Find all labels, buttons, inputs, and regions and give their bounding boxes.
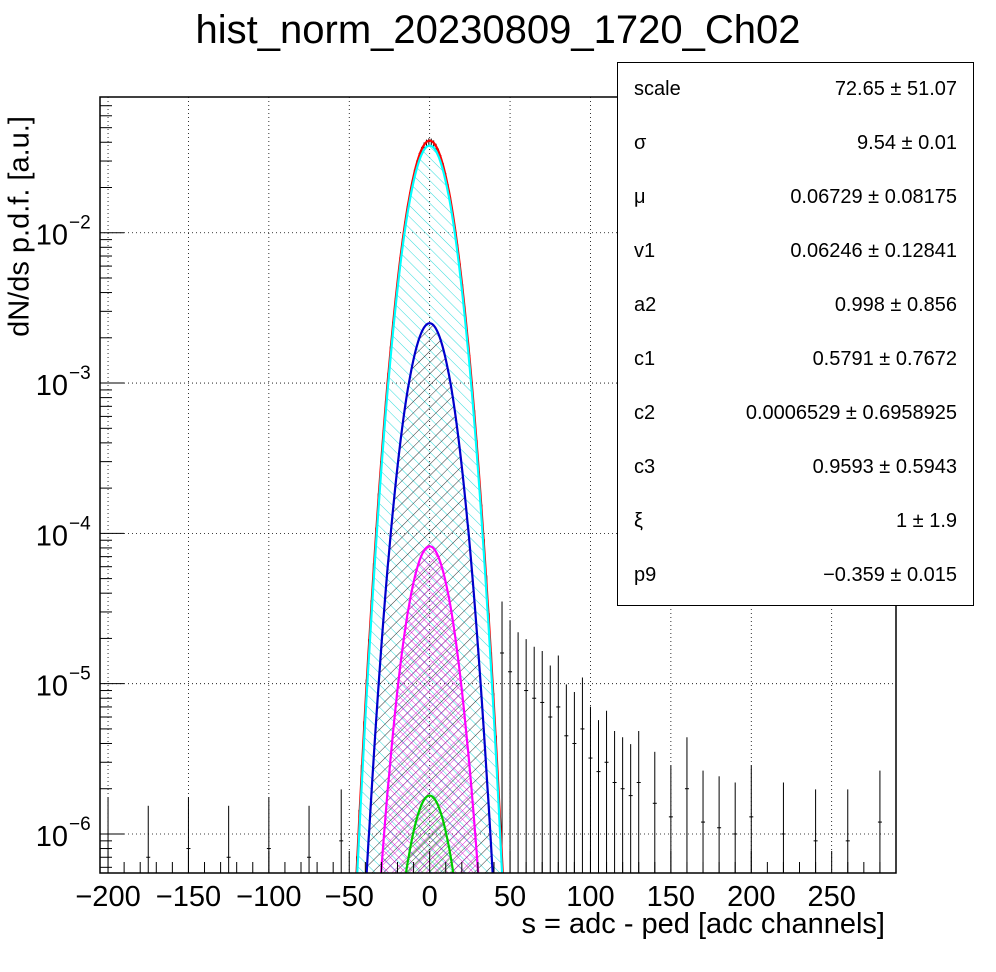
stat-row: c3 0.9593 ± 0.5943	[618, 441, 973, 495]
stat-value: 0.0006529 ± 0.6958925	[745, 402, 957, 424]
stat-value: 9.54 ± 0.01	[857, 132, 957, 154]
x-tick-label: 150	[647, 881, 695, 913]
series-curve-1	[356, 144, 504, 873]
stat-value: 72.65 ± 51.07	[834, 78, 957, 100]
stat-value: 0.5791 ± 0.7672	[812, 348, 957, 370]
stat-row: μ 0.06729 ± 0.08175	[618, 171, 973, 225]
stat-name: σ	[634, 132, 647, 154]
y-tick-label: 10	[36, 520, 68, 552]
stat-value: 0.06729 ± 0.08175	[790, 186, 957, 208]
stat-row: ξ 1 ± 1.9	[618, 495, 973, 549]
stat-row: c2 0.0006529 ± 0.6958925	[618, 387, 973, 441]
stat-value: 0.9593 ± 0.5943	[812, 456, 957, 478]
series-curve-3	[380, 545, 480, 873]
y-tick-label: 10	[36, 370, 68, 402]
stat-row: c1 0.5791 ± 0.7672	[618, 333, 973, 387]
series-fill-4	[405, 795, 454, 873]
series-curve-4	[404, 794, 455, 873]
stat-value: 0.998 ± 0.856	[834, 294, 957, 316]
y-tick-label: 10	[36, 821, 68, 853]
y-tick-exponent: −6	[69, 814, 91, 835]
x-tick-label: −100	[236, 881, 301, 913]
y-tick-exponent: −4	[69, 513, 91, 534]
x-tick-label: −50	[325, 881, 374, 913]
chart-title: hist_norm_20230809_1720_Ch02	[195, 8, 801, 52]
stat-value: 1 ± 1.9	[895, 510, 957, 532]
stat-row: σ 9.54 ± 0.01	[618, 117, 973, 171]
y-axis-label: dN/ds p.d.f. [a.u.]	[3, 116, 36, 337]
stat-name: scale	[634, 78, 681, 100]
x-tick-label: −200	[75, 881, 140, 913]
stat-row: p9 −0.359 ± 0.015	[618, 549, 973, 603]
x-tick-label: 100	[566, 881, 614, 913]
stat-name: ξ	[634, 510, 643, 532]
stat-value: −0.359 ± 0.015	[823, 564, 957, 586]
x-tick-label: −150	[156, 881, 221, 913]
stat-name: v1	[634, 240, 656, 262]
x-axis-label: s = adc - ped [adc channels]	[521, 908, 885, 940]
y-tick-label: 10	[36, 671, 68, 703]
stat-name: a2	[634, 294, 657, 316]
series-curve-2	[365, 322, 494, 873]
y-tick-exponent: −5	[69, 664, 91, 685]
x-tick-label: 50	[494, 881, 526, 913]
fit-statistics-box: scale 72.65 ± 51.07 σ 9.54 ± 0.01 μ 0.06729 ±…	[617, 62, 974, 606]
stat-row: v1 0.06246 ± 0.12841	[618, 225, 973, 279]
stat-name: c2	[634, 402, 656, 424]
stat-name: p9	[634, 564, 657, 586]
stat-value: 0.06246 ± 0.12841	[790, 240, 957, 262]
x-tick-label: 250	[807, 881, 855, 913]
stat-name: μ	[634, 186, 646, 208]
stat-name: c3	[634, 456, 656, 478]
y-tick-exponent: −3	[69, 363, 91, 384]
stat-name: c1	[634, 348, 656, 370]
stat-row: a2 0.998 ± 0.856	[618, 279, 973, 333]
x-tick-label: 0	[422, 881, 438, 913]
x-tick-label: 200	[727, 881, 775, 913]
y-tick-label: 10	[36, 220, 68, 252]
y-tick-exponent: −2	[69, 213, 91, 234]
stat-row: scale 72.65 ± 51.07	[618, 63, 973, 117]
